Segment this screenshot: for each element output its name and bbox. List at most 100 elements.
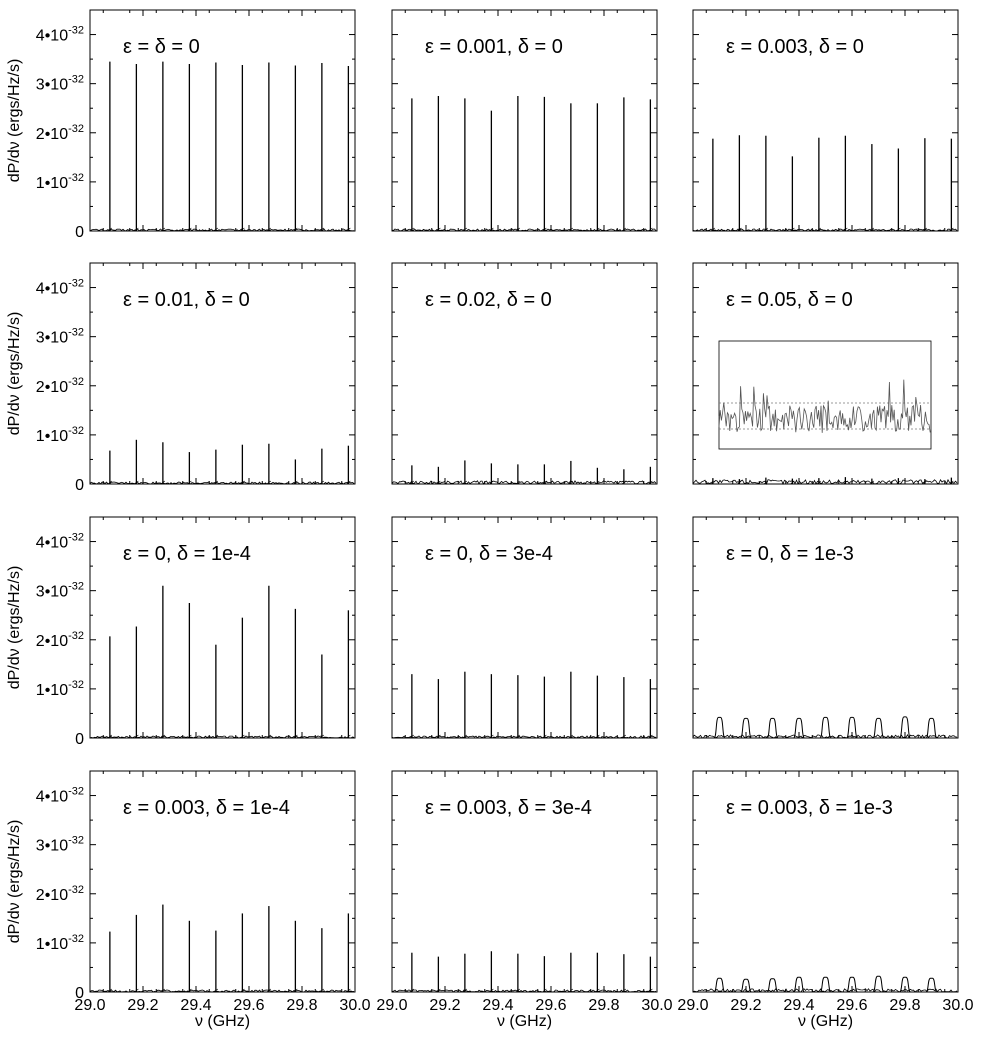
peak-wing [187,480,192,485]
peak-wing [409,988,415,993]
peak-wing [462,480,468,485]
peak-wing [648,988,653,993]
spectral-peak [793,717,805,739]
peak-wing [213,480,219,485]
peak-wing [595,480,600,485]
peak-wing [763,480,769,485]
y-tick-label-base: 1•10 [36,682,68,699]
y-tick-label-exponent: -32 [68,123,84,135]
y-tick-label-base: 1•10 [36,175,68,192]
spectral-peak [925,717,938,739]
peak-wing [710,227,716,232]
peak-wing [409,480,415,485]
y-tick-label-base: 3•10 [36,584,68,601]
panel-title: ε = 0, δ = 3e-4 [425,543,553,565]
peak-wing [595,227,600,232]
noise-baseline [692,733,958,739]
peak-wing [843,227,848,232]
peak-wing [160,988,166,993]
peak-wing [436,227,441,232]
panel-6: ε = 0.05, δ = 0 [692,262,959,486]
y-tick-label-base: 2•10 [36,887,68,904]
peak-wing [293,227,298,232]
y-tick-label-exponent: -32 [68,679,84,691]
y-tick-label: 3•10-32 [36,581,84,601]
spectral-peak [740,978,752,993]
peak-wing [737,227,742,232]
peak-wing [346,988,351,993]
y-tick-label-exponent: -32 [68,532,84,544]
spectral-peak [793,976,805,993]
peak-wing [710,480,716,485]
y-tick-label: 1•10-32 [36,172,84,192]
peak-wing [319,734,325,739]
peak-wing [346,480,351,485]
y-tick-label-exponent: -32 [68,172,84,184]
y-tick-label-base: 2•10 [36,126,68,143]
spectral-peak [740,717,752,739]
peak-wing [896,227,901,232]
x-tick-label: 29.6 [535,997,566,1014]
peak-wing [515,480,521,485]
panel-title: ε = 0.003, δ = 1e-3 [726,797,893,819]
peak-wing [187,227,192,232]
panel-title: ε = δ = 0 [123,36,200,58]
x-tick-label: 29.6 [233,997,264,1014]
panel-title: ε = 0, δ = 1e-4 [123,543,251,565]
peak-wing [293,480,298,485]
peak-wing [346,227,351,232]
peak-wing [240,480,245,485]
peak-wing [213,734,219,739]
y-tick-label: 4•10-32 [36,786,84,806]
y-tick-label-exponent: -32 [68,74,84,86]
peak-wing [266,480,272,485]
y-tick-label: 4•10-32 [36,25,84,45]
noise-baseline [391,480,657,485]
peak-wing [436,480,441,485]
x-tick-label: 29.8 [889,997,920,1014]
peak-wing [107,734,113,739]
y-tick-label-exponent: -32 [68,630,84,642]
peak-wing [462,734,468,739]
y-tick-label-base: 4•10 [36,789,68,806]
y-tick-label-base: 2•10 [36,633,68,650]
x-tick-label: 30.0 [339,997,370,1014]
x-axis-label: ν (GHz) [798,1013,853,1030]
noise-baseline [89,481,355,485]
peak-wing [266,734,272,739]
peak-wing [409,227,415,232]
y-tick-label-base: 4•10 [36,281,68,298]
peak-wing [462,988,468,993]
peak-wing [542,480,547,485]
peak-wing [187,988,192,993]
panel-11: 29.0 29.2 29.4 29.6 29.8 30.0 ν (GHz) ε = 0.003… [376,770,673,1030]
peak-wing [187,734,192,739]
peak-wing [160,480,166,485]
x-tick-label: 29.6 [836,997,867,1014]
peak-wing [134,480,139,485]
spectral-peak [872,975,885,993]
y-tick-label-base: 1•10 [36,936,68,953]
peak-wing [648,734,653,739]
y-axis-label: dP/dν (ergs/Hz/s) [6,312,23,436]
y-tick-label: 2•10-32 [36,123,84,143]
noise-baseline [89,989,355,993]
y-tick-label-exponent: -32 [68,278,84,290]
y-tick-label: 3•10-32 [36,327,84,347]
peak-wing [648,480,653,485]
peak-wing [542,988,547,993]
peak-wing [737,480,742,485]
peak-wing [489,734,494,739]
y-tick-label-base: 0 [75,477,84,494]
peak-wing [790,227,795,232]
y-tick-label: 2•10-32 [36,630,84,650]
peak-wing [240,227,245,232]
noise-baseline [692,228,958,232]
y-tick-label-base: 0 [75,731,84,748]
peak-wing [160,227,166,232]
peak-wing [568,734,574,739]
panel-title: ε = 0, δ = 1e-3 [726,543,854,565]
peak-wing [568,988,574,993]
